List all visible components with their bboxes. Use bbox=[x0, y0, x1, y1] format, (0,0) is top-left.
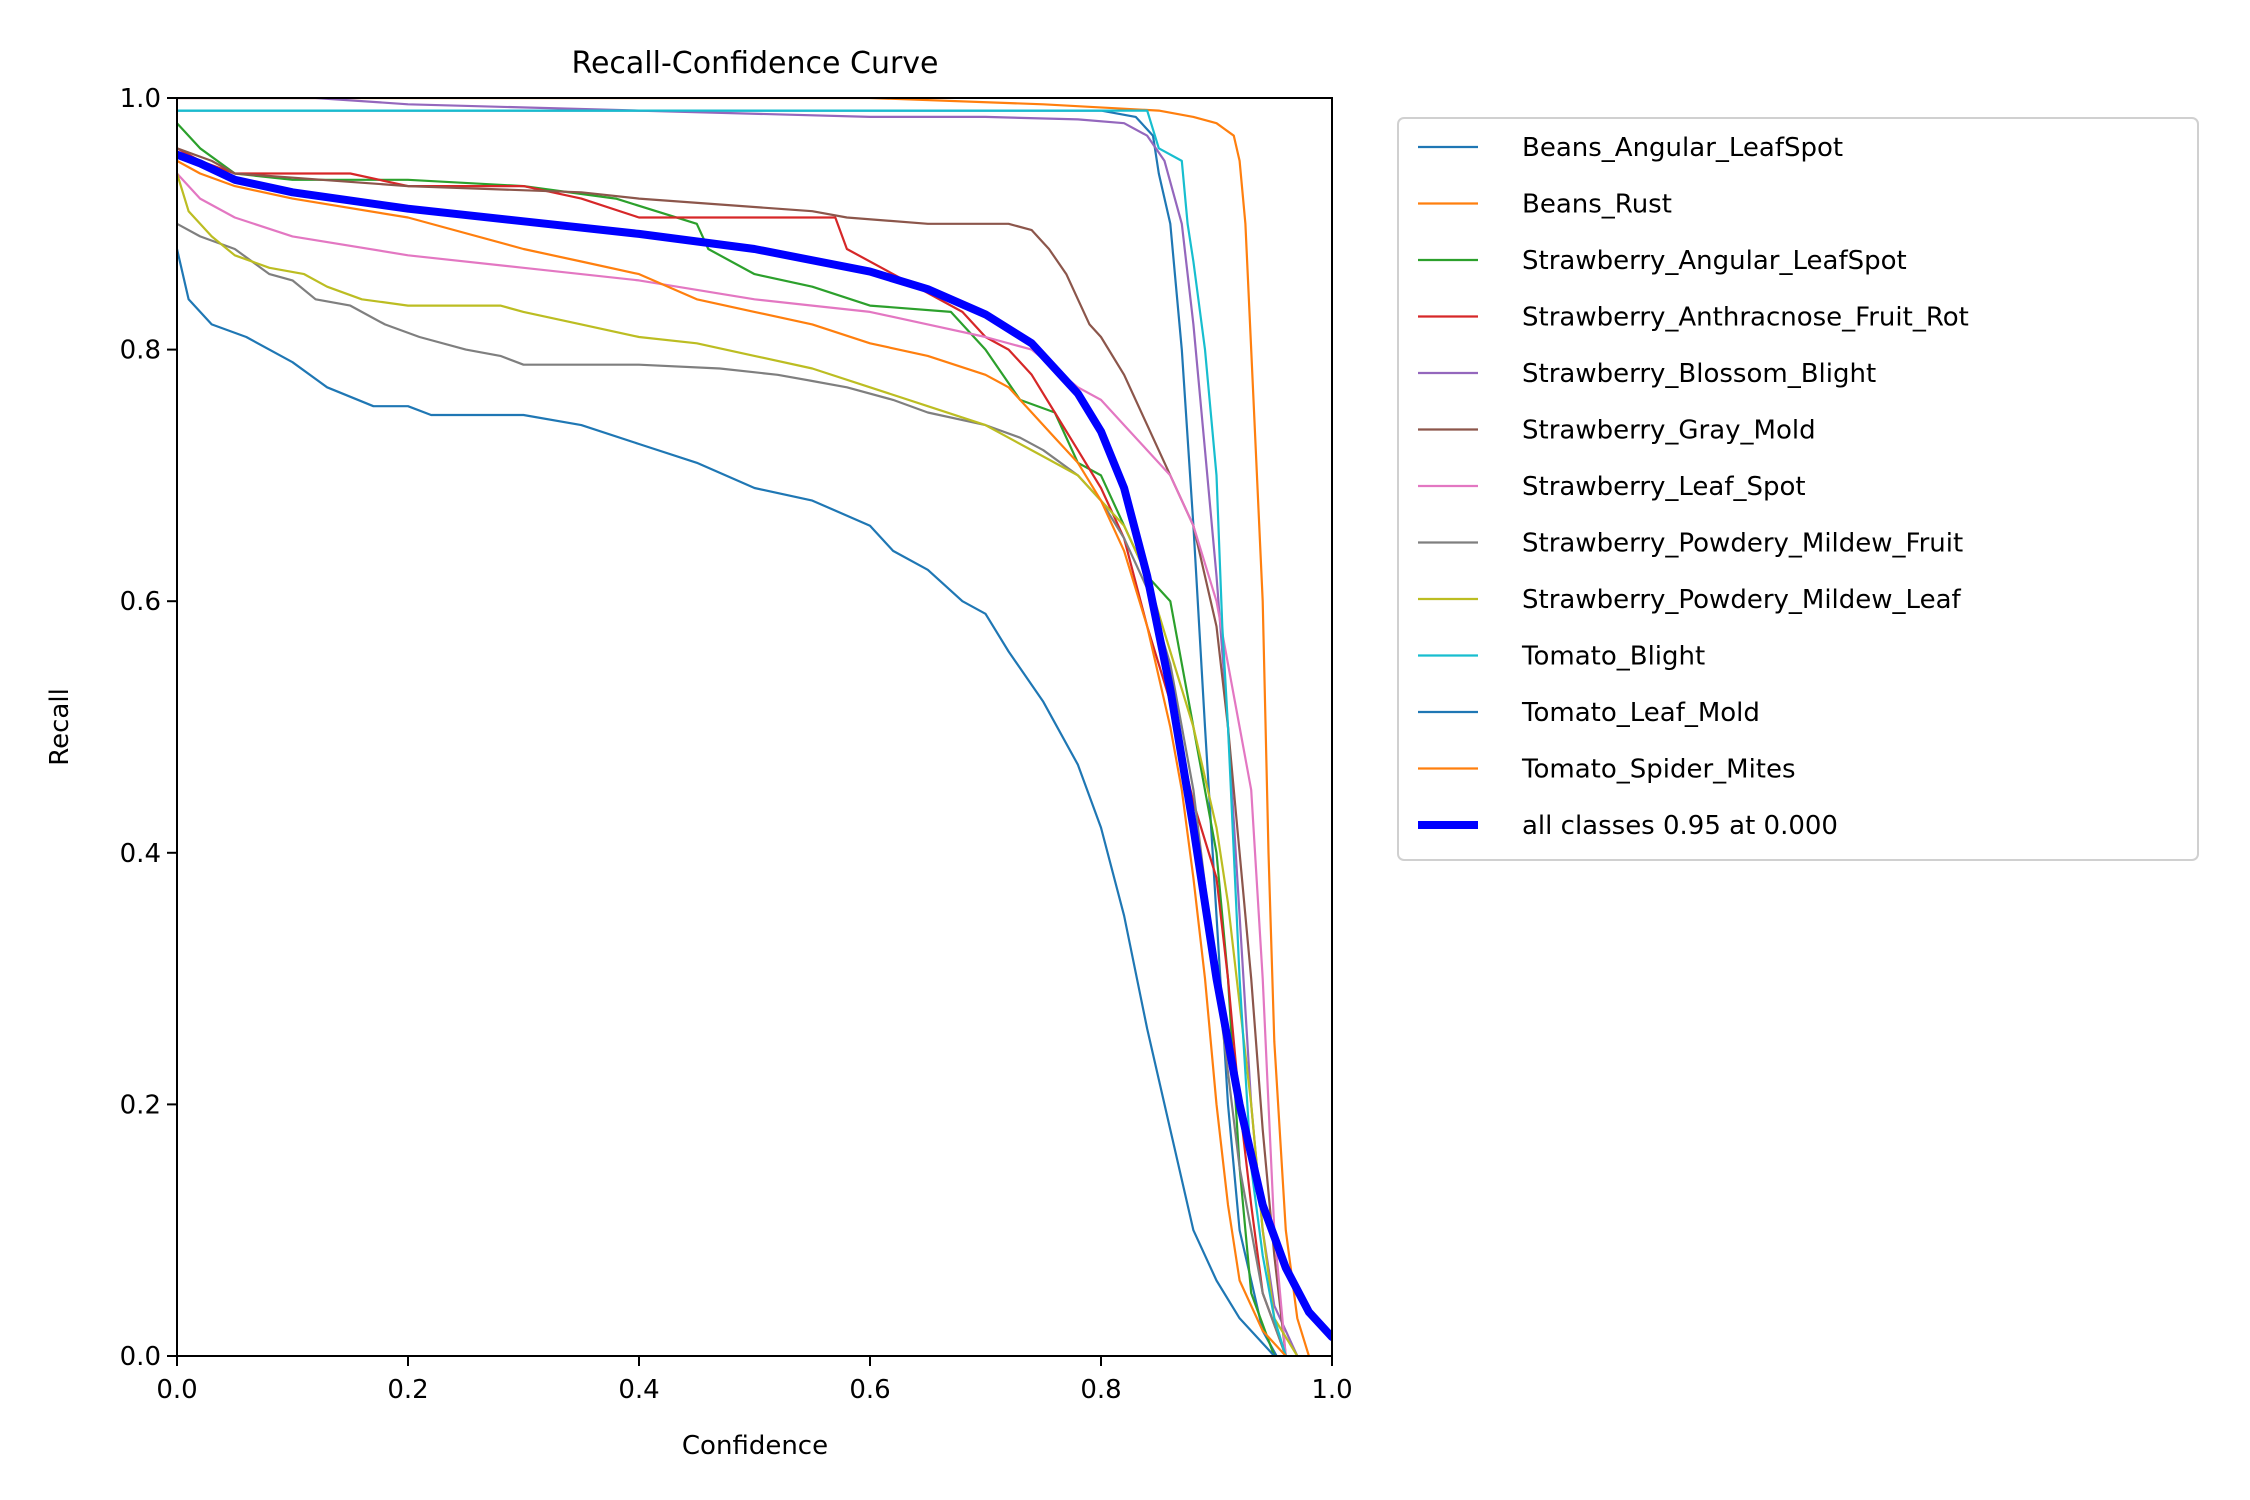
y-tick-label: 0.2 bbox=[120, 1090, 161, 1120]
legend-frame bbox=[1397, 117, 2199, 861]
legend: Beans_Angular_LeafSpot Beans_Rust Strawber… bbox=[1397, 117, 2199, 861]
x-tick-label: 0.8 bbox=[1080, 1375, 1121, 1405]
series-line-12 bbox=[177, 150, 1332, 1342]
x-axis: 0.0 0.2 0.4 0.6 0.8 1.0 bbox=[156, 1356, 1353, 1405]
legend-label: Tomato_Leaf_Mold bbox=[1521, 698, 1760, 728]
series-line-5 bbox=[177, 147, 1287, 1356]
x-axis-label: Confidence bbox=[682, 1431, 828, 1461]
chart-title: Recall-Confidence Curve bbox=[571, 46, 938, 81]
series-line-11 bbox=[177, 159, 1287, 1356]
series-line-8 bbox=[177, 172, 1299, 1356]
x-tick-label: 0.6 bbox=[849, 1375, 890, 1405]
y-tick-label: 0.6 bbox=[120, 587, 161, 617]
x-tick-label: 0.4 bbox=[618, 1375, 659, 1405]
series-line-9 bbox=[177, 109, 1287, 1356]
legend-label: all classes 0.95 at 0.000 bbox=[1522, 811, 1838, 841]
legend-label: Strawberry_Powdery_Mildew_Fruit bbox=[1522, 529, 1963, 559]
legend-label: Strawberry_Gray_Mold bbox=[1522, 416, 1816, 446]
series-line-4 bbox=[177, 98, 1299, 1356]
y-tick-label: 1.0 bbox=[120, 84, 161, 114]
x-tick-label: 0.0 bbox=[156, 1375, 197, 1405]
y-tick-label: 0.8 bbox=[120, 336, 161, 366]
series-line-10 bbox=[177, 247, 1276, 1356]
series-layer bbox=[177, 98, 1332, 1356]
legend-label: Beans_Rust bbox=[1522, 190, 1672, 220]
plot-frame bbox=[176, 97, 1333, 1357]
series-line-2 bbox=[177, 122, 1276, 1356]
y-axis: 0.0 0.2 0.4 0.6 0.8 1.0 bbox=[120, 84, 177, 1372]
x-tick-label: 0.2 bbox=[387, 1375, 428, 1405]
legend-label: Strawberry_Powdery_Mildew_Leaf bbox=[1522, 585, 1961, 615]
y-axis-label: Recall bbox=[45, 688, 75, 766]
x-tick-label: 1.0 bbox=[1311, 1375, 1352, 1405]
legend-label: Beans_Angular_LeafSpot bbox=[1522, 133, 1843, 163]
legend-label: Tomato_Blight bbox=[1521, 642, 1705, 672]
legend-label: Tomato_Spider_Mites bbox=[1521, 755, 1796, 785]
plot-area bbox=[176, 97, 1333, 1357]
legend-label: Strawberry_Anthracnose_Fruit_Rot bbox=[1522, 303, 1969, 333]
legend-label: Strawberry_Angular_LeafSpot bbox=[1522, 246, 1907, 276]
series-line-0 bbox=[177, 109, 1278, 1356]
y-tick-label: 0.0 bbox=[120, 1342, 161, 1372]
series-line-3 bbox=[177, 147, 1287, 1356]
legend-label: Strawberry_Blossom_Blight bbox=[1522, 359, 1876, 389]
legend-label: Strawberry_Leaf_Spot bbox=[1522, 472, 1806, 502]
series-line-1 bbox=[177, 98, 1311, 1356]
y-tick-label: 0.4 bbox=[120, 839, 161, 869]
